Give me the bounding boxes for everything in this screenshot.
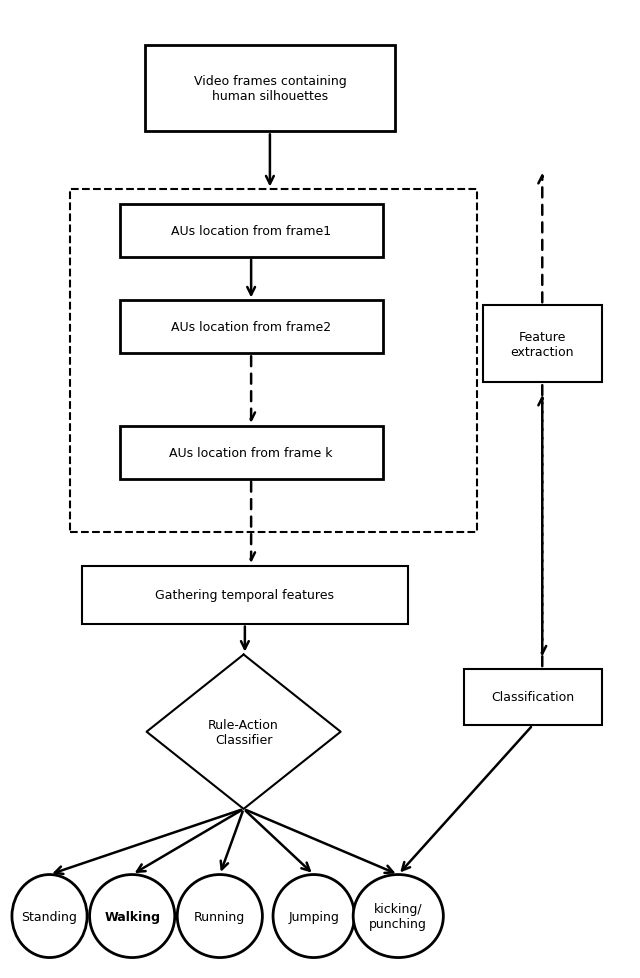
Ellipse shape [12,874,87,957]
Text: Gathering temporal features: Gathering temporal features [156,589,334,601]
Ellipse shape [273,874,355,957]
Bar [145,46,395,132]
Text: Walking: Walking [104,910,160,922]
Bar [70,190,477,532]
Text: AUs location from frame k: AUs location from frame k [170,446,333,460]
Bar [483,306,602,383]
Bar [120,426,383,479]
Text: Running: Running [194,910,246,922]
Ellipse shape [353,874,444,957]
Ellipse shape [90,874,175,957]
Bar [82,566,408,624]
Text: Rule-Action
Classifier: Rule-Action Classifier [208,718,279,746]
Text: kicking/
punching: kicking/ punching [369,902,428,930]
Text: Classification: Classification [492,690,575,704]
Bar [120,301,383,354]
Text: Video frames containing
human silhouettes: Video frames containing human silhouette… [193,75,346,103]
Ellipse shape [177,874,262,957]
Text: Feature
extraction: Feature extraction [511,331,574,358]
Text: AUs location from frame2: AUs location from frame2 [171,321,331,334]
Bar [120,204,383,257]
Text: Jumping: Jumping [288,910,339,922]
Text: AUs location from frame1: AUs location from frame1 [171,225,331,238]
Bar [464,669,602,726]
Text: Standing: Standing [22,910,77,922]
